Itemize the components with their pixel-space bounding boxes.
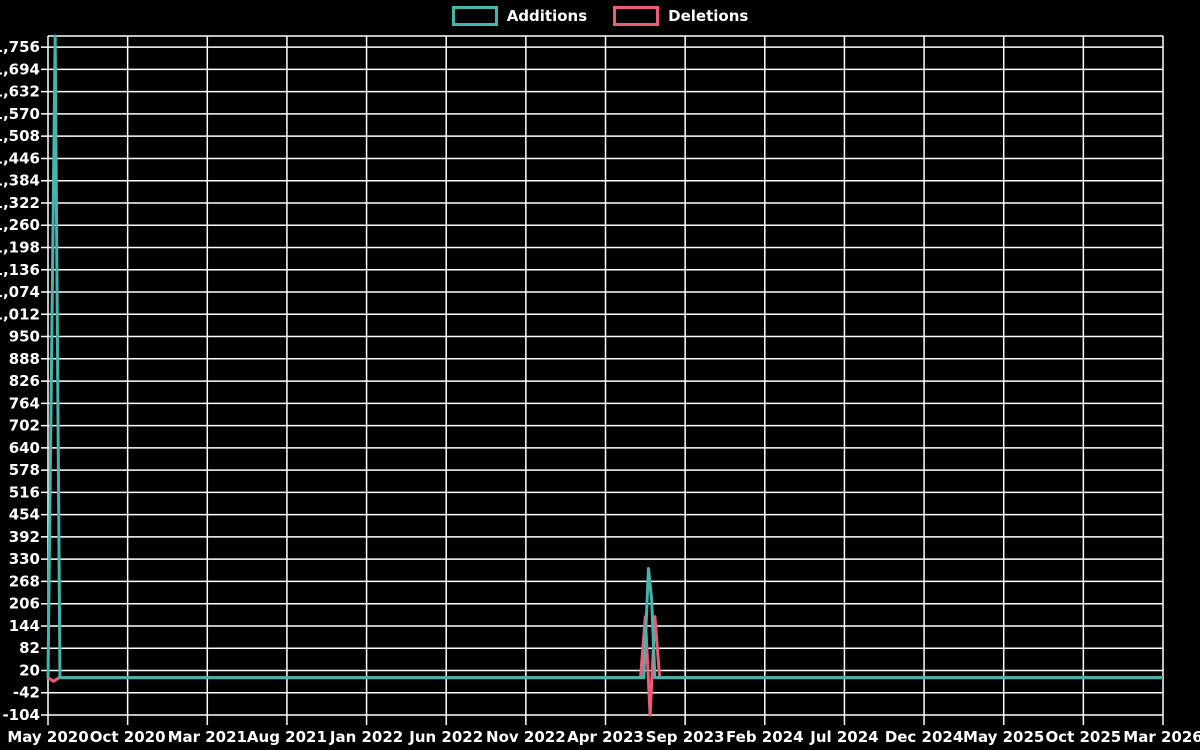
y-tick-label: 20 — [19, 661, 40, 679]
y-tick-label: 888 — [9, 350, 40, 368]
x-tick-label: Jun 2022 — [408, 728, 483, 746]
x-tick-label: Oct 2020 — [90, 728, 166, 746]
x-tick-label: Mar 2021 — [168, 728, 247, 746]
x-tick-label: Nov 2022 — [486, 728, 566, 746]
y-tick-label: 1,694 — [0, 60, 40, 78]
x-tick-label: Jul 2024 — [809, 728, 878, 746]
y-tick-label: 578 — [9, 461, 40, 479]
legend-label-deletions: Deletions — [668, 7, 749, 25]
legend-item-deletions[interactable]: Deletions — [613, 6, 748, 26]
legend-item-additions[interactable]: Additions — [451, 6, 588, 26]
y-tick-label: 1,322 — [0, 194, 40, 212]
x-tick-label: May 2025 — [963, 728, 1044, 746]
y-tick-label: 950 — [9, 328, 40, 346]
x-tick-label: Mar 2026 — [1123, 728, 1200, 746]
x-tick-label: May 2020 — [7, 728, 88, 746]
x-tick-label: Jan 2022 — [329, 728, 403, 746]
x-tick-label: Apr 2023 — [567, 728, 644, 746]
y-tick-label: 144 — [9, 617, 40, 635]
y-tick-label: 764 — [9, 394, 40, 412]
y-tick-label: 1,384 — [0, 172, 40, 190]
y-tick-label: 826 — [9, 372, 40, 390]
x-tick-label: Aug 2021 — [247, 728, 327, 746]
y-tick-label: 330 — [9, 550, 40, 568]
y-tick-label: 1,508 — [0, 127, 40, 145]
y-tick-label: 1,012 — [0, 305, 40, 323]
y-tick-label: 454 — [9, 506, 40, 524]
y-tick-label: -104 — [2, 706, 40, 724]
x-tick-label: Oct 2025 — [1045, 728, 1121, 746]
y-tick-label: 640 — [9, 439, 40, 457]
y-tick-label: 82 — [19, 639, 40, 657]
legend: Additions Deletions — [0, 6, 1200, 26]
y-tick-label: 702 — [9, 417, 40, 435]
legend-label-additions: Additions — [506, 7, 588, 25]
y-tick-label: -42 — [13, 684, 40, 702]
y-tick-label: 1,074 — [0, 283, 40, 301]
additions-line — [46, 34, 1163, 680]
y-tick-label: 1,756 — [0, 38, 40, 56]
y-tick-label: 392 — [9, 528, 40, 546]
additions-swatch-icon — [451, 6, 498, 26]
y-tick-label: 1,260 — [0, 216, 40, 234]
x-tick-label: Sep 2023 — [646, 728, 725, 746]
y-tick-label: 1,446 — [0, 149, 40, 167]
y-tick-label: 206 — [9, 595, 40, 613]
x-tick-label: Dec 2024 — [885, 728, 964, 746]
deletions-swatch-icon — [613, 6, 660, 26]
y-tick-label: 516 — [9, 483, 40, 501]
y-tick-label: 1,136 — [0, 261, 40, 279]
y-tick-label: 268 — [9, 572, 40, 590]
y-tick-label: 1,632 — [0, 83, 40, 101]
x-tick-label: Feb 2024 — [726, 728, 804, 746]
y-tick-label: 1,198 — [0, 238, 40, 256]
y-tick-label: 1,570 — [0, 105, 40, 123]
